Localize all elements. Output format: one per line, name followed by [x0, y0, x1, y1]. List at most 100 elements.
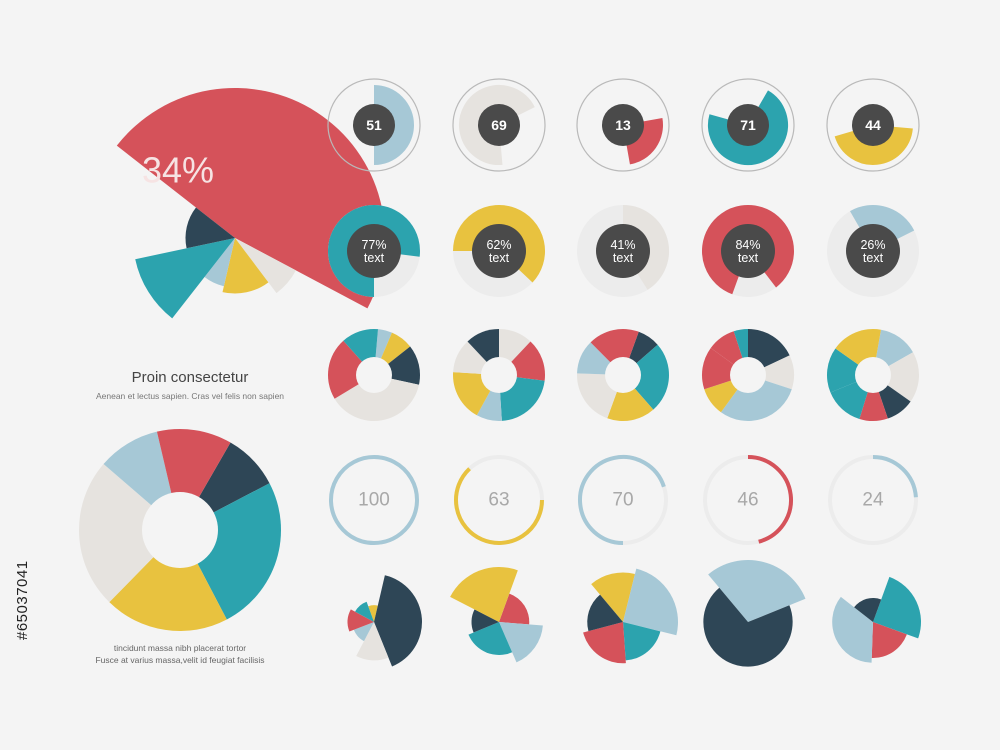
- donut-84-label: 84%: [735, 238, 760, 252]
- arc-70-chart: 70: [578, 455, 668, 545]
- rose-5-slice: [871, 622, 907, 658]
- rose-3-slice: [623, 622, 661, 661]
- donut-62-arc: [453, 205, 545, 283]
- caption-title: Proin consectetur: [131, 369, 249, 386]
- donut-84-center: [721, 224, 775, 278]
- multi-4-hole: [730, 357, 766, 393]
- rose-2-slice: [499, 593, 530, 625]
- rose-1-slice: [347, 609, 374, 632]
- rose-3-slice: [623, 568, 678, 636]
- ring-44-arc: [834, 126, 913, 165]
- arc-63-chart: 63: [454, 455, 544, 545]
- ring-69-arc: [459, 85, 535, 165]
- rose-3-slice: [591, 572, 635, 622]
- donut-84-arc: [702, 205, 794, 295]
- donut-41-arc: [622, 205, 669, 290]
- rose-1-slice: [356, 622, 389, 661]
- donut-77-sublabel: text: [364, 251, 385, 265]
- ring-51-chart: 51: [327, 78, 421, 172]
- ring-51-label: 51: [366, 117, 382, 133]
- multi-2-chart: [452, 329, 545, 421]
- rose-2-chart: [450, 567, 543, 663]
- arc-46-label: 46: [737, 490, 758, 511]
- rose-1-slice: [374, 575, 423, 667]
- donut-26-chart: 26%text: [827, 205, 919, 297]
- multi-5-slice: [873, 352, 919, 402]
- donut-62-label: 62%: [486, 238, 511, 252]
- arc-24-label: 24: [862, 490, 884, 511]
- ring-44-chart: 44: [826, 78, 920, 172]
- donut-77-chart: 77%text: [328, 205, 420, 297]
- ring-71-outline: [701, 78, 795, 172]
- caption-subtitle: Aenean et lectus sapien. Cras vel felis …: [95, 391, 285, 401]
- arc-63-arc: [454, 467, 544, 545]
- ring-13-label: 13: [615, 117, 631, 133]
- rose-5-slice: [854, 598, 882, 622]
- ring-44-label: 44: [865, 117, 881, 133]
- donut-62-sublabel: text: [489, 251, 510, 265]
- ring-71-label: 71: [740, 117, 756, 133]
- rose-1-slice: [368, 605, 378, 622]
- multi-1-slice: [334, 375, 419, 421]
- big-rose-slice: [204, 238, 235, 287]
- rose-4-chart: [703, 560, 806, 667]
- rose-5-slice: [832, 596, 873, 663]
- donut-84-chart: 84%text: [702, 205, 794, 297]
- ring-51-outline: [327, 78, 421, 172]
- arc-63-label: 63: [488, 490, 509, 511]
- ring-69-label: 69: [491, 117, 507, 133]
- ring-44-outline: [826, 78, 920, 172]
- big-donut-slice: [109, 530, 227, 632]
- arc-100-chart: 100: [329, 455, 419, 545]
- arc-46-arc: [747, 455, 793, 544]
- rose-1-slice: [353, 622, 374, 642]
- multi-5-hole: [855, 357, 891, 393]
- multi-3-slice: [607, 375, 654, 422]
- ring-51-center: [353, 104, 395, 146]
- donut-26-sublabel: text: [863, 251, 884, 265]
- big-rose-label: 34%: [142, 150, 214, 191]
- donut-77-center: [347, 224, 401, 278]
- caption-bottom-line-1: tincidunt massa nibh placerat tortor: [113, 643, 247, 653]
- big-rose-slice: [116, 88, 385, 309]
- big-rose-slice: [135, 238, 235, 319]
- donut-41-label: 41%: [610, 238, 635, 252]
- rose-3-slice: [583, 622, 626, 664]
- arc-70-label: 70: [612, 490, 633, 511]
- big-rose-slice: [235, 238, 296, 294]
- multi-2-hole: [481, 357, 517, 393]
- multi-3-hole: [605, 357, 641, 393]
- multi-4-chart: [702, 329, 794, 422]
- multi-4-slice: [702, 347, 748, 390]
- rose-2-slice: [450, 567, 518, 622]
- big-rose-slice: [185, 207, 235, 249]
- multi-4-slice: [720, 375, 792, 422]
- rose-2-slice: [499, 622, 543, 663]
- multi-1-hole: [356, 357, 392, 393]
- rose-2-slice: [468, 622, 513, 655]
- arc-24-chart: 24: [828, 455, 918, 545]
- donut-62-chart: 62%text: [453, 205, 545, 297]
- ring-44-center: [852, 104, 894, 146]
- big-rose-slice: [222, 238, 269, 294]
- multi-4-slice: [748, 355, 794, 390]
- rose-3-chart: [583, 568, 678, 664]
- ring-13-arc: [625, 118, 663, 165]
- multi-3-chart: [577, 329, 669, 422]
- donut-26-arc: [850, 205, 915, 241]
- rose-2-slice: [471, 609, 499, 633]
- arc-100-arc: [329, 455, 419, 545]
- rose-5-slice: [873, 576, 921, 639]
- ring-69-outline: [452, 78, 546, 172]
- donut-41-chart: 41%text: [577, 205, 669, 297]
- ring-13-outline: [576, 78, 670, 172]
- rose-1-chart: [347, 575, 423, 667]
- donut-26-label: 26%: [860, 238, 885, 252]
- stock-id-label: #65037041: [14, 560, 31, 640]
- ring-69-chart: 69: [452, 78, 546, 172]
- ring-71-center: [727, 104, 769, 146]
- rose-5-chart: [832, 576, 921, 663]
- arc-24-arc: [872, 455, 918, 498]
- arc-70-arc: [578, 455, 666, 545]
